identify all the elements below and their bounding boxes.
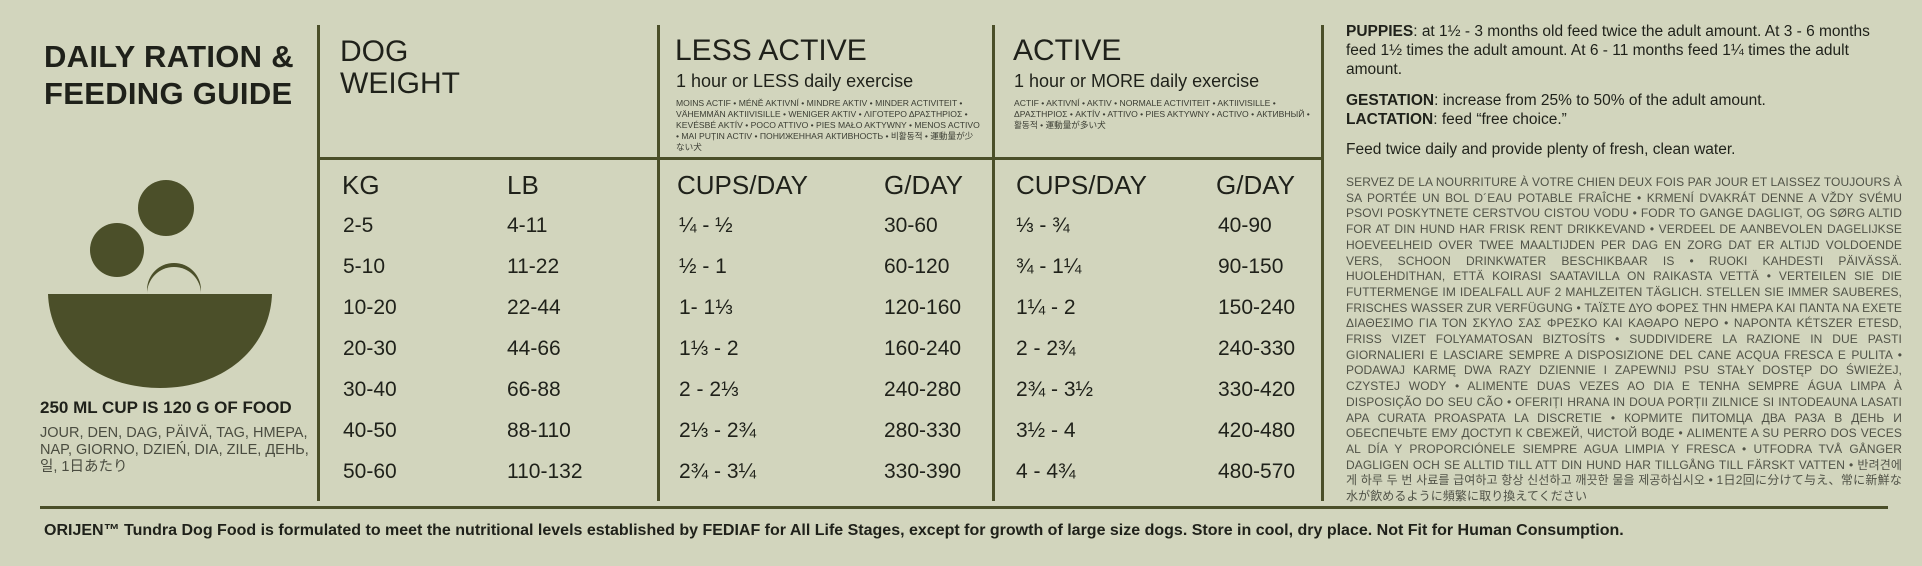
less-cups-cell: ½ - 1: [679, 255, 727, 278]
active-g-cell: 40-90: [1218, 214, 1272, 237]
active-cups-cell: ¾ - 1¼: [1016, 255, 1082, 278]
lb-cell: 110-132: [507, 460, 583, 483]
kg-cell: 20-30: [343, 337, 397, 360]
food-bowl-icon: [48, 180, 272, 388]
less-g-cell: 30-60: [884, 214, 938, 237]
active-g-cell: 330-420: [1218, 378, 1296, 401]
less-cups-cell: ¼ - ½: [679, 214, 733, 237]
header-divider: [317, 157, 1324, 160]
active-g-cell: 90-150: [1218, 255, 1284, 278]
dog-weight-heading: DOG WEIGHT: [340, 35, 460, 100]
less-g-cell: 330-390: [884, 460, 962, 483]
kg-cell: 2-5: [343, 214, 374, 237]
kg-cell: 5-10: [343, 255, 386, 278]
less-cups-cell: 2 - 2⅓: [679, 378, 739, 401]
lb-cell: 88-110: [507, 419, 571, 442]
less-g-cell: 280-330: [884, 419, 962, 442]
kg-cell: 30-40: [343, 378, 397, 401]
active-translations: ACTIF • AKTIVNÍ • AKTIV • NORMALE ACTIVI…: [1014, 98, 1310, 130]
lb-cell: 44-66: [507, 337, 561, 360]
less-active-heading: LESS ACTIVE: [675, 34, 867, 67]
active-heading: ACTIVE: [1013, 34, 1122, 67]
active-cups-cell: 2 - 2¾: [1016, 337, 1076, 360]
less-g-column-header: G/DAY: [884, 170, 963, 200]
lb-cell: 22-44: [507, 296, 561, 319]
divider: [1321, 25, 1324, 501]
less-cups-cell: 2⅓ - 2¾: [679, 419, 757, 442]
day-translations: JOUR, DEN, DAG, PÄIVÄ, TAG, ΗΜΕΡΑ, NAP, …: [40, 425, 309, 475]
less-cups-cell: 1- 1⅓: [679, 296, 733, 319]
divider: [657, 25, 660, 501]
guide-title: DAILY RATION & FEEDING GUIDE: [44, 39, 294, 111]
multilingual-feeding-note: SERVEZ DE LA NOURRITURE À VOTRE CHIEN DE…: [1346, 175, 1902, 504]
active-g-cell: 420-480: [1218, 419, 1296, 442]
cup-size-note: 250 ML CUP IS 120 G OF FOOD: [40, 398, 292, 417]
active-g-column-header: G/DAY: [1216, 170, 1295, 200]
active-cups-cell: 1¼ - 2: [1016, 296, 1076, 319]
active-subtitle: 1 hour or MORE daily exercise: [1014, 71, 1260, 91]
less-g-cell: 240-280: [884, 378, 962, 401]
lb-cell: 66-88: [507, 378, 561, 401]
kg-cell: 50-60: [343, 460, 397, 483]
less-cups-cell: 1⅓ - 2: [679, 337, 739, 360]
less-cups-column-header: CUPS/DAY: [677, 170, 808, 200]
kg-column-header: KG: [342, 170, 380, 200]
less-cups-cell: 2¾ - 3¼: [679, 460, 757, 483]
active-cups-cell: 3½ - 4: [1016, 419, 1076, 442]
divider: [317, 25, 320, 501]
feed-note: Feed twice daily and provide plenty of f…: [1346, 141, 1736, 158]
less-g-cell: 60-120: [884, 255, 950, 278]
puppies-info: PUPPIES: at 1½ - 3 months old feed twice…: [1346, 23, 1870, 78]
lb-cell: 4-11: [507, 214, 548, 237]
divider: [992, 25, 995, 501]
gestation-info: GESTATION: increase from 25% to 50% of t…: [1346, 92, 1766, 109]
active-cups-cell: 4 - 4¾: [1016, 460, 1076, 483]
kg-cell: 40-50: [343, 419, 397, 442]
less-g-cell: 120-160: [884, 296, 962, 319]
active-g-cell: 480-570: [1218, 460, 1296, 483]
active-cups-cell: ⅓ - ¾: [1016, 214, 1070, 237]
active-cups-cell: 2¾ - 3½: [1016, 378, 1094, 401]
footer-statement: ORIJEN™ Tundra Dog Food is formulated to…: [44, 522, 1624, 539]
less-active-subtitle: 1 hour or LESS daily exercise: [676, 71, 914, 91]
less-g-cell: 160-240: [884, 337, 962, 360]
kg-cell: 10-20: [343, 296, 397, 319]
lb-cell: 11-22: [507, 255, 560, 278]
active-g-cell: 150-240: [1218, 296, 1296, 319]
active-cups-column-header: CUPS/DAY: [1016, 170, 1147, 200]
lactation-info: LACTATION: feed “free choice.”: [1346, 111, 1567, 128]
active-g-cell: 240-330: [1218, 337, 1296, 360]
lb-column-header: LB: [507, 170, 539, 200]
less-active-translations: MOINS ACTIF • MÉNĚ AKTIVNÍ • MINDRE AKTI…: [676, 98, 980, 152]
footer-divider: [40, 506, 1888, 509]
